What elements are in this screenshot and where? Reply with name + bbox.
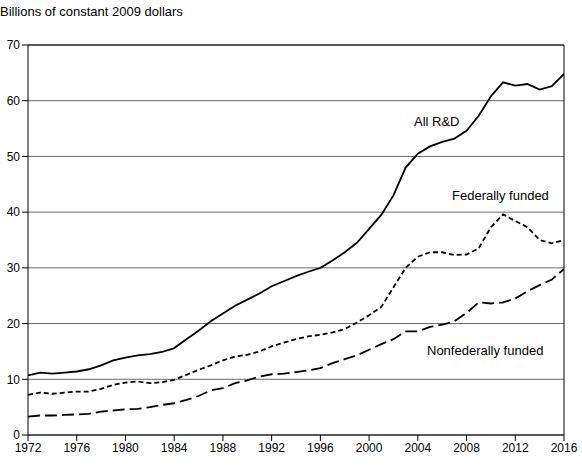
svg-text:50: 50 — [8, 150, 20, 164]
html-text:Nonfederally funded: Nonfederally funded — [427, 343, 544, 358]
svg-text:20: 20 — [8, 317, 20, 331]
html-text:Federally funded: Federally funded — [452, 188, 549, 203]
svg-text:30: 30 — [8, 261, 20, 275]
svg-text:10: 10 — [8, 373, 20, 387]
svg-text:1980: 1980 — [112, 441, 139, 455]
svg-text:0: 0 — [13, 428, 20, 442]
svg-text:1972: 1972 — [15, 441, 42, 455]
svg-text:1988: 1988 — [210, 441, 237, 455]
svg-text:2016: 2016 — [551, 441, 574, 455]
svg-text:1992: 1992 — [258, 441, 285, 455]
html-text:Billions of constant 2009 doll: Billions of constant 2009 dollars — [0, 4, 183, 19]
svg-text:1976: 1976 — [63, 441, 90, 455]
svg-text:2004: 2004 — [404, 441, 431, 455]
svg-text:1984: 1984 — [161, 441, 188, 455]
svg-text:2012: 2012 — [502, 441, 529, 455]
svg-text:70: 70 — [8, 38, 20, 52]
svg-text:2008: 2008 — [453, 441, 480, 455]
html-text:All R&D: All R&D — [414, 114, 460, 129]
svg-text:40: 40 — [8, 205, 20, 219]
svg-text:60: 60 — [8, 94, 20, 108]
svg-text:1996: 1996 — [307, 441, 334, 455]
svg-text:2000: 2000 — [356, 441, 383, 455]
